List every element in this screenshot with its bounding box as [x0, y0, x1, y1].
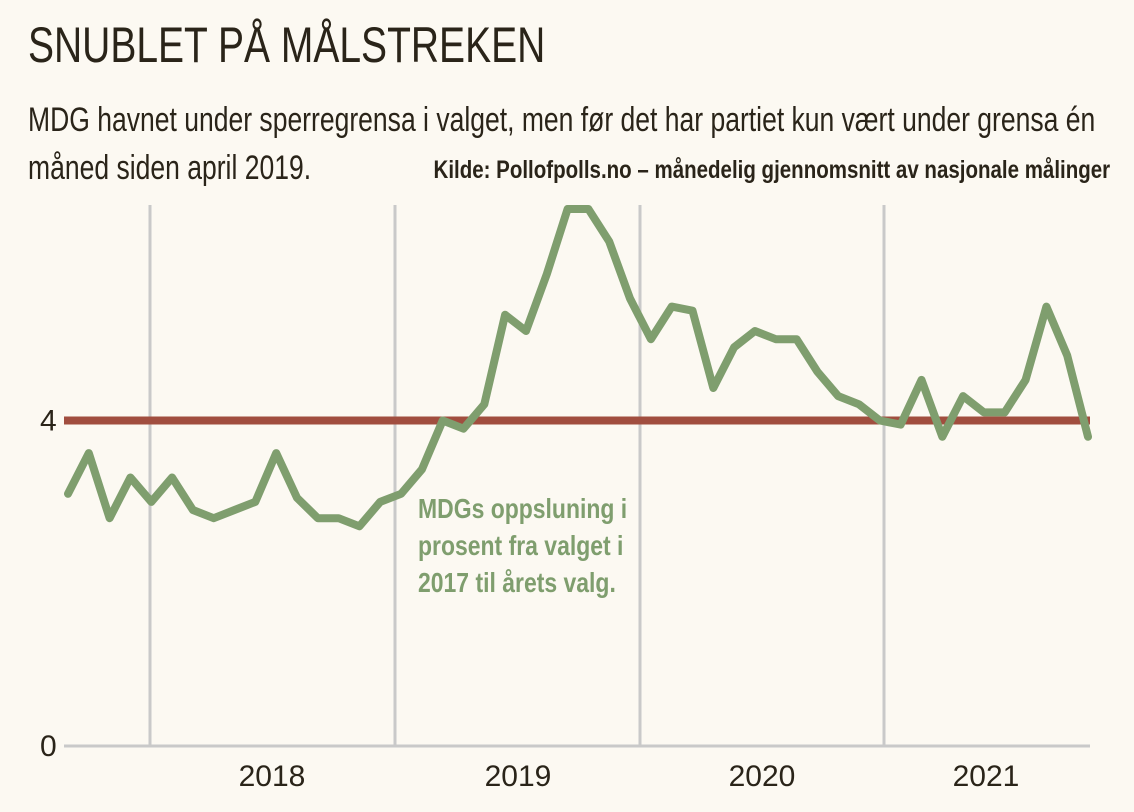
- data-point: [232, 508, 237, 513]
- data-point: [857, 402, 862, 407]
- data-point: [378, 499, 383, 504]
- data-point: [190, 508, 195, 513]
- x-tick-labels: 2018 2019 2020 2021: [239, 760, 1020, 793]
- data-point: [1086, 434, 1090, 439]
- data-point: [628, 296, 633, 301]
- chart-subtitle: MDG havnet under sperregrensa i valget, …: [28, 101, 1096, 187]
- data-point: [149, 499, 154, 504]
- data-point: [503, 312, 508, 317]
- data-point: [732, 345, 737, 350]
- data-point: [940, 434, 945, 439]
- data-point: [336, 516, 341, 521]
- data-point: [399, 491, 404, 496]
- data-point: [586, 207, 591, 211]
- data-point: [898, 422, 903, 427]
- data-point: [170, 475, 175, 480]
- series-points: [66, 207, 1090, 529]
- data-point: [648, 337, 653, 342]
- x-tick-label: 2019: [485, 760, 552, 793]
- data-point: [419, 467, 424, 472]
- data-point: [1065, 353, 1070, 358]
- data-point: [877, 418, 882, 423]
- data-point: [357, 524, 362, 529]
- data-point: [773, 337, 778, 342]
- data-point: [274, 451, 279, 456]
- data-point: [565, 207, 570, 211]
- y-tick-label: 0: [40, 730, 57, 763]
- x-tick-label: 2020: [729, 760, 796, 793]
- y-tick-label: 4: [40, 405, 57, 438]
- data-point: [607, 239, 612, 244]
- data-point: [815, 369, 820, 374]
- data-point: [1002, 410, 1007, 415]
- data-point: [461, 426, 466, 431]
- x-tick-label: 2018: [239, 760, 306, 793]
- chart-annotation: MDGs oppsluning i prosent fra valget i 2…: [418, 493, 628, 598]
- y-tick-labels: 04: [40, 405, 57, 763]
- source-note: Kilde: Pollofpolls.no – månedelig gjenno…: [433, 156, 1110, 184]
- data-point: [752, 329, 757, 334]
- data-point: [690, 308, 695, 313]
- chart-title: SNUBLET PÅ MÅLSTREKEN: [28, 17, 546, 73]
- data-point: [440, 418, 445, 423]
- data-point: [86, 451, 91, 456]
- data-point: [107, 516, 112, 521]
- data-point: [315, 516, 320, 521]
- data-point: [669, 304, 674, 309]
- x-tick-label: 2021: [953, 760, 1020, 793]
- data-point: [794, 337, 799, 342]
- data-point: [981, 410, 986, 415]
- data-point: [961, 394, 966, 399]
- data-point: [1044, 304, 1049, 309]
- grid-lines: [148, 205, 886, 746]
- data-point: [919, 377, 924, 382]
- data-point: [211, 516, 216, 521]
- data-point: [1023, 377, 1028, 382]
- data-point: [836, 394, 841, 399]
- data-point: [482, 402, 487, 407]
- data-point: [128, 475, 133, 480]
- data-point: [544, 272, 549, 277]
- data-point: [66, 491, 70, 496]
- data-point: [711, 386, 716, 390]
- data-point: [523, 329, 528, 334]
- series-line-mdg: [64, 205, 1092, 531]
- data-point: [294, 495, 299, 500]
- data-point: [253, 499, 258, 504]
